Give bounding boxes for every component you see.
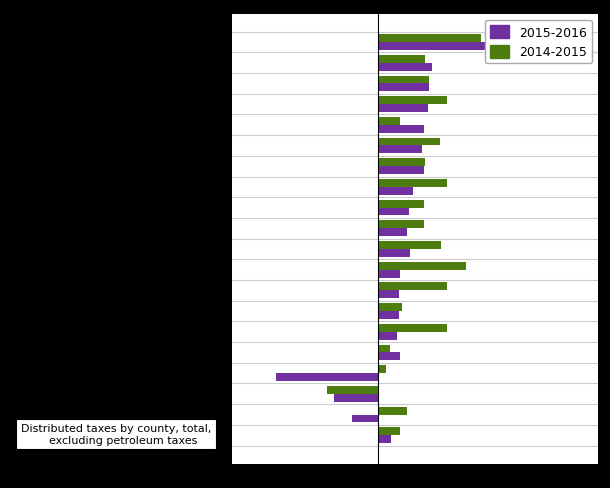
Bar (378, 262, 466, 270)
Text: Distributed taxes by county, total,
    excluding petroleum taxes: Distributed taxes by county, total, excl… (21, 424, 211, 445)
Bar (378, 84, 429, 92)
Bar (327, 386, 378, 394)
Bar (352, 415, 378, 423)
Bar (378, 167, 423, 175)
Bar (378, 180, 447, 187)
Bar (378, 221, 423, 229)
Bar (378, 345, 390, 353)
Bar (378, 304, 401, 311)
Bar (378, 146, 422, 154)
Bar (378, 35, 481, 43)
Bar (378, 407, 407, 415)
Bar (378, 138, 440, 146)
Bar (378, 283, 447, 291)
Bar (378, 43, 504, 51)
Bar (378, 229, 407, 237)
Bar (378, 366, 386, 373)
Bar (378, 242, 441, 249)
Bar (276, 373, 378, 381)
Bar (378, 56, 425, 63)
Bar (378, 187, 414, 195)
Bar (378, 324, 447, 332)
Bar (378, 105, 428, 113)
Bar (378, 353, 400, 361)
Bar (378, 311, 399, 319)
Legend: 2015-2016, 2014-2015: 2015-2016, 2014-2015 (485, 21, 592, 64)
Bar (378, 332, 397, 340)
Bar (378, 291, 399, 299)
Bar (378, 76, 429, 84)
Bar (378, 270, 400, 278)
Bar (378, 208, 409, 216)
Bar (378, 427, 400, 435)
Bar (378, 63, 432, 71)
Bar (378, 200, 423, 208)
Bar (334, 394, 378, 402)
Bar (378, 159, 425, 167)
Bar (378, 249, 411, 257)
Bar (378, 97, 447, 105)
Bar (378, 125, 423, 133)
Bar (378, 118, 400, 125)
Bar (378, 435, 392, 443)
